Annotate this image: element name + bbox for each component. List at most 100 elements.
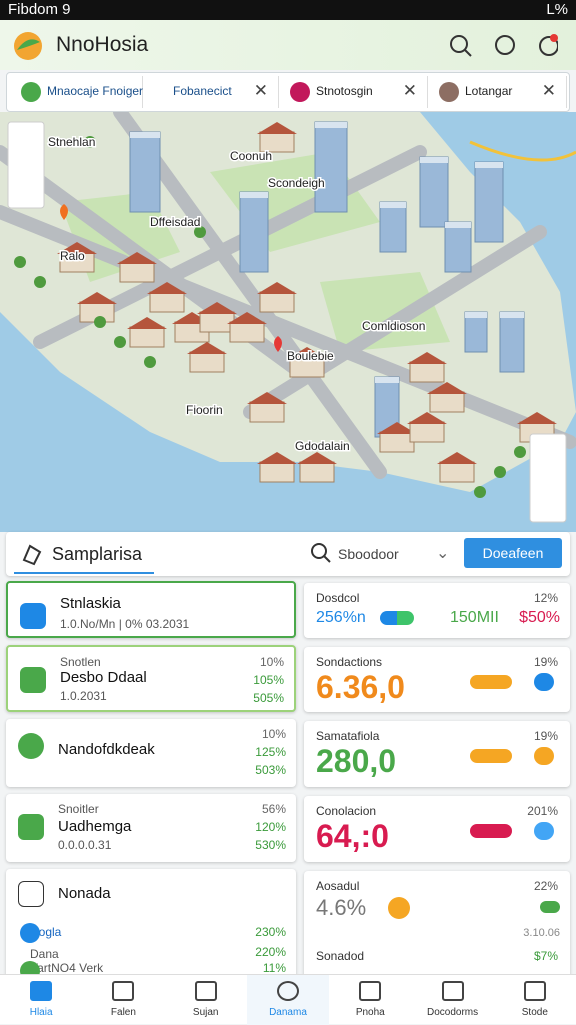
card-text: Stnlaskia — [60, 595, 121, 612]
status-bar: Fibdom 9 L% — [0, 0, 576, 20]
house — [229, 321, 265, 343]
map-label: Coonuh — [230, 149, 272, 163]
tower-roof — [315, 122, 347, 128]
tree — [84, 136, 96, 148]
nav-item[interactable]: Sujan — [165, 975, 247, 1025]
right-card[interactable]: Conolacion 201% 64,:0 — [304, 796, 570, 862]
search-button[interactable]: Doeafeen — [464, 538, 562, 568]
nav-label: Sujan — [192, 1007, 219, 1018]
house-roof — [257, 122, 297, 134]
dot — [534, 747, 554, 765]
nav-item[interactable]: Hlaia — [0, 975, 82, 1025]
right-card[interactable]: Aosadul 22% 4.6% 3.10.06 Sonadod $7% — [304, 871, 570, 979]
card-big: 64,:0 — [316, 818, 389, 854]
card-value: 150MII — [450, 609, 499, 626]
house-roof — [197, 302, 237, 314]
tab-close[interactable]: ✕ — [402, 81, 417, 100]
dot — [388, 897, 410, 919]
house-roof — [407, 412, 447, 424]
card-icon — [18, 881, 44, 907]
right-card[interactable]: Sondactions 19% 6.36,0 — [304, 647, 570, 712]
nav-icon — [194, 981, 217, 1001]
left-card[interactable]: Snotlen Desbo Ddaal 1.0.2031 10% 105% 505% — [6, 645, 296, 712]
house — [429, 391, 465, 413]
card-pct: 201% — [527, 804, 558, 818]
tab[interactable]: Fobanecict ✕ — [147, 76, 279, 108]
card-text: 1.0.No/Mn | 0% 03.2031 — [60, 617, 190, 631]
card-pct: 22% — [533, 879, 558, 893]
card-pct: 19% — [533, 655, 558, 669]
left-card[interactable]: Nandofdkdeak 10% 125% 503% — [6, 719, 296, 787]
dot — [534, 673, 554, 691]
tab-label: Fobanecict — [173, 84, 232, 98]
card-stat: 503% — [255, 763, 286, 777]
house-roof — [297, 452, 337, 464]
tab-close[interactable]: ✕ — [541, 81, 556, 100]
card-text: Nonada — [58, 885, 111, 902]
tab[interactable]: Lotangar ✕ — [431, 76, 567, 108]
card-title: Sondactions — [316, 655, 383, 669]
tower — [499, 311, 525, 373]
card-text: 1.0.2031 — [60, 689, 107, 703]
card-text: Nandofdkdeak — [58, 741, 155, 758]
app-actions[interactable] — [448, 32, 558, 60]
tab-label: Stnotosgin — [316, 84, 373, 98]
nav-item[interactable]: Pnoha — [329, 975, 411, 1025]
tab-icon — [439, 82, 459, 102]
tree — [194, 226, 206, 238]
search-query[interactable]: Sboodoor — [338, 546, 399, 562]
tab-label: Lotangar — [465, 84, 513, 98]
tower-roof — [375, 377, 399, 383]
nav-item[interactable]: Falen — [82, 975, 164, 1025]
nav-label: Danama — [269, 1007, 307, 1018]
tower — [314, 121, 348, 213]
search-bar: Samplarisa Sboodoor ⌄ Doeafeen — [6, 532, 570, 576]
left-card[interactable]: Snoitler Uadhemga 0.0.0.0.31 56% 120% 530% — [6, 794, 296, 862]
house-roof — [257, 452, 297, 464]
nav-icon — [30, 981, 53, 1001]
right-card[interactable]: Dosdcol 12% 256%n 150MII $50% — [304, 583, 570, 638]
search-underline — [14, 572, 154, 574]
card-stat: 120% — [255, 820, 286, 834]
left-card[interactable]: Nonada Rogla Dana VartNO4 Verk 230% 220% 11% — [6, 869, 296, 981]
house — [189, 351, 225, 373]
tab[interactable]: Mnaocaje Fnoiger — [13, 76, 143, 108]
card-stat: 105% — [253, 673, 284, 687]
nav-label: Pnoha — [355, 1007, 385, 1018]
card-icon — [20, 667, 46, 693]
tab-label: Mnaocaje Fnoiger — [47, 84, 144, 98]
nav-label: Stode — [521, 1007, 548, 1018]
card-text: Snoitler — [58, 802, 99, 816]
card-text: Dana — [30, 947, 59, 961]
nav-icon — [523, 981, 546, 1001]
card-value: 256%n — [316, 609, 366, 626]
tree — [494, 466, 506, 478]
map[interactable]: Stnehlan Coonuh Scondeigh Dffeisdad Ralo Coml… — [0, 112, 576, 532]
right-card[interactable]: Samatafiola 19% 280,0 — [304, 721, 570, 787]
tower — [129, 131, 161, 213]
nav-label: Hlaia — [29, 1007, 53, 1018]
tower-roof — [465, 312, 487, 318]
card-icon — [18, 733, 44, 759]
left-card[interactable]: Stnlaskia 1.0.No/Mn | 0% 03.2031 — [6, 581, 296, 638]
house-roof — [437, 452, 477, 464]
map-label: Gdodalain — [295, 439, 350, 453]
tab-icon — [290, 82, 310, 102]
card-sub: 3.10.06 — [523, 927, 560, 939]
card-title: Dosdcol — [316, 591, 360, 605]
tower-roof — [420, 157, 448, 163]
tower — [444, 221, 472, 273]
nav-item[interactable]: Stode — [494, 975, 576, 1025]
nav-item[interactable]: Docodorms — [411, 975, 493, 1025]
card-big: 280,0 — [316, 743, 397, 779]
house-roof — [517, 412, 557, 424]
tab-close[interactable]: ✕ — [253, 81, 268, 100]
tree — [14, 256, 26, 268]
tower-roof — [130, 132, 160, 138]
tower — [379, 201, 407, 253]
tab[interactable]: Stnotosgin ✕ — [282, 76, 428, 108]
map-pin — [274, 336, 282, 352]
search-dropdown[interactable]: ⌄ — [436, 545, 450, 562]
nav-item[interactable]: Danama — [246, 975, 330, 1025]
map-pin — [60, 204, 68, 220]
